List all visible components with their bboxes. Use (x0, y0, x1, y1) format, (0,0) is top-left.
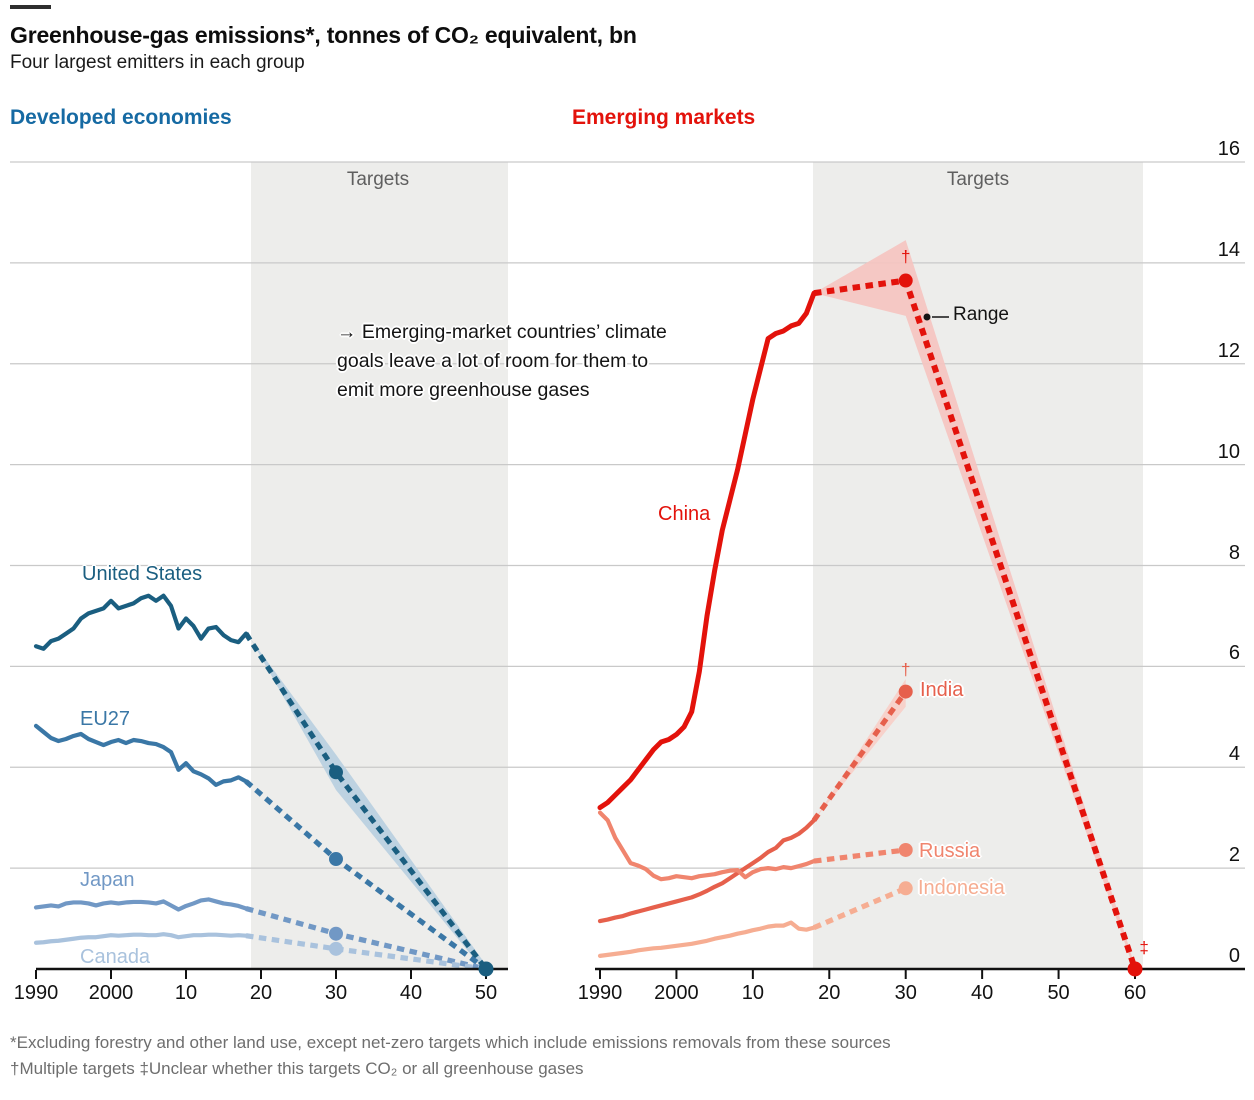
emerging-x-tick-label-2060: 60 (1123, 982, 1147, 1004)
canada-history-line (33, 932, 249, 945)
united-states-target-line (243, 632, 489, 971)
panel-heading-developed-economies: Developed economies (10, 106, 232, 129)
y-tick-label-0: 0 (1228, 945, 1240, 967)
developed-x-tick-label-1990: 1990 (13, 982, 59, 1004)
developed-x-tick-label-2050: 50 (474, 982, 498, 1004)
russia-target-dot (898, 842, 913, 857)
emerging-x-tick-label-2040: 40 (971, 982, 994, 1004)
developed-net-zero-dot (478, 961, 494, 977)
developed-x-tick-label-2030: 30 (324, 982, 348, 1004)
eu27-target-dot (329, 852, 343, 867)
emerging-dagger-marker-3: ‡ (1139, 937, 1149, 957)
canada-target-dot (329, 941, 343, 956)
panel-heading-emerging-markets: Emerging markets (572, 106, 756, 129)
indonesia-target-line (812, 885, 907, 931)
japan-history-line (33, 897, 249, 912)
emerging-x-tick-label-2010: 10 (741, 982, 764, 1004)
range-callout-label: Range (953, 304, 1009, 325)
japan-target-dot (329, 926, 343, 941)
emerging-x-tick-label-2000: 2000 (654, 982, 699, 1004)
y-tick-label-2: 2 (1228, 844, 1240, 867)
series-label-indonesia: Indonesia (918, 877, 1005, 899)
y-tick-label-16: 16 (1217, 138, 1240, 160)
developed-x-tick-label-2000: 2000 (88, 982, 134, 1004)
y-tick-label-12: 12 (1217, 339, 1240, 362)
india-target-range-band (814, 678, 906, 821)
emerging-dagger-marker-2: † (900, 660, 911, 680)
emerging-x-tick-label-2030: 30 (894, 982, 917, 1004)
russia-target-line (813, 847, 907, 864)
y-tick-label-14: 14 (1217, 238, 1240, 261)
emerging-x-tick-label-1990: 1990 (577, 982, 623, 1004)
united-states-history-line (33, 593, 249, 651)
indonesia-history-line (597, 920, 817, 958)
eu27-history-line (33, 723, 249, 788)
top-rule (10, 5, 51, 9)
canada-target-line (245, 933, 487, 972)
india-target-line (811, 690, 908, 822)
series-label-russia: Russia (919, 840, 981, 862)
targets-label-left: Targets (346, 169, 410, 190)
annotation-text: → Emerging-market countries’ climate goa… (337, 318, 667, 405)
y-tick-label-8: 8 (1228, 541, 1240, 564)
series-label-eu27: EU27 (80, 708, 131, 730)
developed-x-tick-label-2020: 20 (249, 982, 273, 1004)
russia-history-line (597, 810, 817, 882)
china-target-dot (898, 273, 913, 288)
range-callout-dot (923, 313, 931, 321)
china-history-line (597, 290, 817, 811)
india-history-line (597, 818, 817, 924)
series-label-united-states: United States (82, 563, 203, 585)
indonesia-target-dot (898, 881, 913, 896)
targets-label-right: Targets (946, 169, 1010, 190)
emerging-dagger-marker-1: † (900, 246, 911, 266)
series-label-japan: Japan (80, 869, 135, 891)
footnote-2: †Multiple targets ‡Unclear whether this … (10, 1059, 584, 1078)
series-label-china: China (658, 503, 711, 525)
emerging-net-zero-dot (1127, 961, 1143, 977)
developed-x-tick-label-2040: 40 (399, 982, 423, 1004)
y-tick-label-4: 4 (1228, 743, 1240, 766)
india-target-dot (898, 684, 913, 699)
annotation-line-1: → Emerging-market countries’ climate (337, 321, 667, 343)
y-tick-label-6: 6 (1228, 642, 1240, 665)
y-tick-label-10: 10 (1217, 440, 1240, 463)
united-states-target-dot (329, 765, 343, 780)
emerging-x-tick-label-2050: 50 (1047, 982, 1070, 1004)
annotation-line-2: goals leave a lot of room for them to (337, 350, 649, 372)
series-label-india: India (920, 679, 964, 701)
annotation-line-3: emit more greenhouse gases (337, 379, 590, 401)
chart-title: Greenhouse-gas emissions*, tonnes of CO₂… (10, 22, 637, 48)
developed-x-tick-label-2010: 10 (174, 982, 198, 1004)
chart-subtitle: Four largest emitters in each group (10, 52, 305, 73)
footnote-1: *Excluding forestry and other land use, … (10, 1033, 891, 1052)
emerging-x-tick-label-2020: 20 (818, 982, 841, 1004)
series-label-canada: Canada (80, 946, 151, 968)
